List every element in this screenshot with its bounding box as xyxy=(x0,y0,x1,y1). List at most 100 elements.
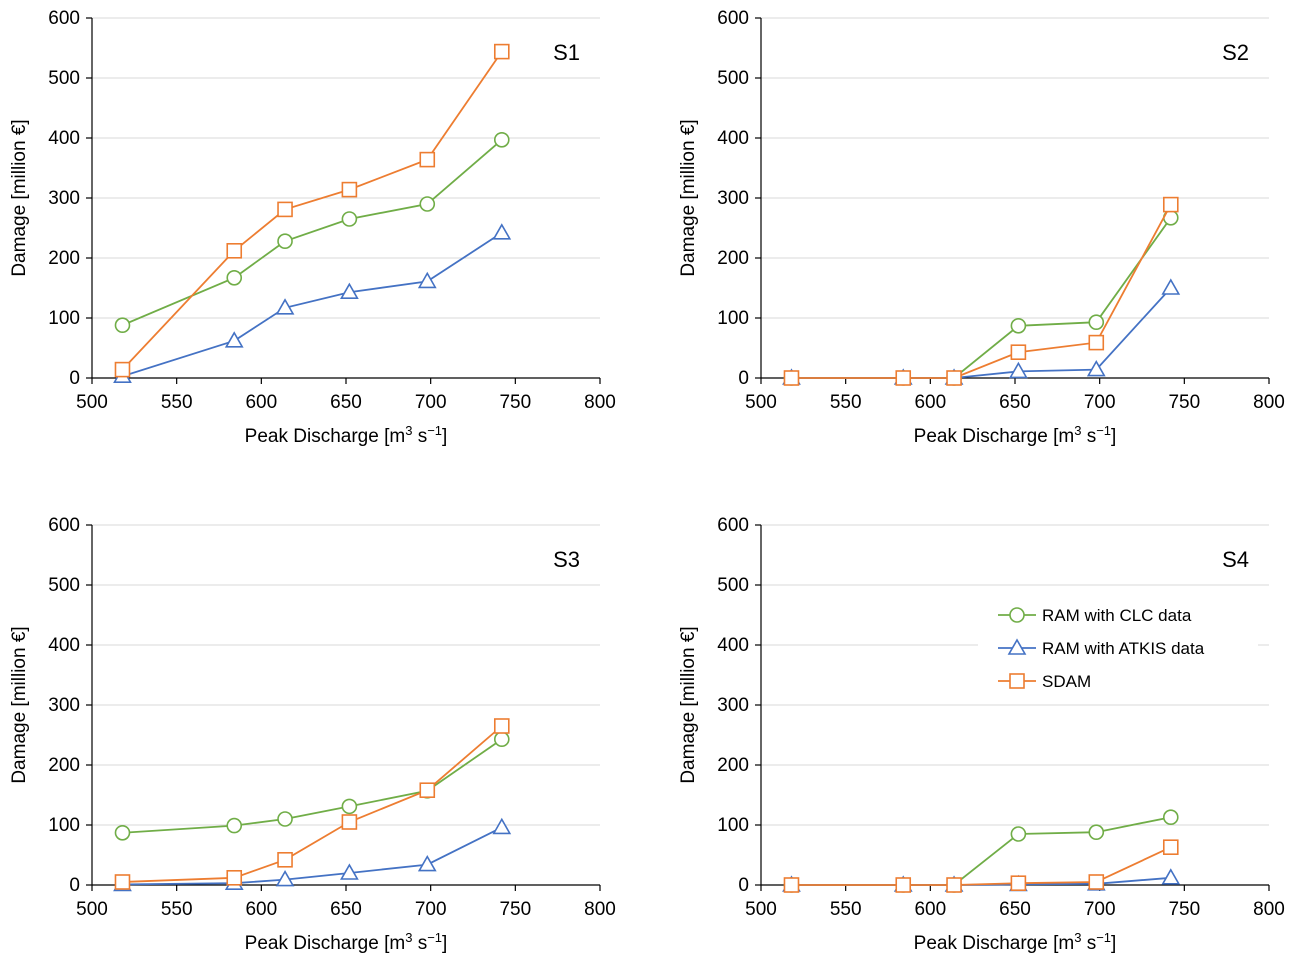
y-axis-label: Damage [million €] xyxy=(678,626,699,783)
x-tick-label: 600 xyxy=(245,899,277,920)
data-point-sdam xyxy=(946,370,962,386)
panels: 0 100 200 300 400 500 600 500 550 600 650 700 750 800… xyxy=(9,8,1285,954)
x-tick-label: 500 xyxy=(745,899,777,920)
panel-label: S4 xyxy=(1222,547,1249,572)
data-point-clc xyxy=(277,811,293,827)
y-tick-label: 0 xyxy=(738,368,749,389)
x-tick-label: 550 xyxy=(830,392,862,413)
x-axis-label: Peak Discharge [m3 s−1] xyxy=(914,423,1117,447)
x-tick-label: 600 xyxy=(245,392,277,413)
y-tick-label: 0 xyxy=(69,875,80,896)
data-point-sdam xyxy=(1010,875,1027,892)
y-tick-label: 400 xyxy=(48,128,80,149)
data-point-clc xyxy=(419,196,436,212)
data-point-sdam xyxy=(1162,839,1179,856)
data-point-sdam xyxy=(1010,344,1027,361)
x-tick-label: 600 xyxy=(914,392,946,413)
x-tick-label: 650 xyxy=(999,392,1031,413)
data-point-sdam xyxy=(1088,334,1105,351)
x-tick-label: 500 xyxy=(76,392,108,413)
data-point-sdam xyxy=(895,877,912,893)
x-tick-label: 800 xyxy=(1253,899,1285,920)
data-point-sdam xyxy=(493,718,510,734)
x-tick-label: 550 xyxy=(161,899,193,920)
y-tick-label: 0 xyxy=(69,368,80,389)
x-tick-label: 550 xyxy=(161,392,193,413)
x-tick-label: 650 xyxy=(330,899,362,920)
data-point-sdam xyxy=(783,877,800,893)
data-point-sdam xyxy=(341,814,358,830)
y-tick-label: 100 xyxy=(717,815,749,836)
data-point-clc xyxy=(1010,317,1027,334)
data-point-atkis xyxy=(275,298,295,315)
data-point-clc xyxy=(226,817,243,834)
legend-entry-sdam: SDAM xyxy=(998,672,1091,691)
y-axis-label: Damage [million €] xyxy=(9,119,30,276)
y-tick-label: 300 xyxy=(48,188,80,209)
legend-marker xyxy=(1009,607,1025,623)
data-point-sdam xyxy=(277,851,293,868)
data-point-clc xyxy=(1088,314,1105,331)
data-point-atkis xyxy=(492,817,512,835)
y-tick-label: 400 xyxy=(48,635,80,656)
series-line-clc xyxy=(122,738,503,834)
x-axis-label: Peak Discharge [m3 s−1] xyxy=(245,423,448,447)
y-tick-label: 600 xyxy=(48,515,80,536)
data-point-atkis xyxy=(1161,868,1181,885)
data-point-atkis xyxy=(417,854,437,872)
series-line-clc xyxy=(122,139,503,327)
panel-label: S2 xyxy=(1222,40,1249,65)
data-point-clc xyxy=(114,824,131,841)
legend-label: RAM with CLC data xyxy=(1042,606,1192,625)
data-point-clc xyxy=(1162,809,1179,826)
y-tick-label: 400 xyxy=(717,635,749,656)
y-tick-label: 600 xyxy=(717,515,749,536)
series-line-atkis xyxy=(122,232,503,378)
y-axis-label: Damage [million €] xyxy=(9,626,30,783)
series-line-sdam xyxy=(791,204,1172,379)
series-sdam xyxy=(783,839,1179,893)
x-tick-label: 750 xyxy=(1168,899,1200,920)
y-tick-label: 500 xyxy=(717,68,749,89)
data-point-clc xyxy=(493,731,510,748)
data-point-sdam xyxy=(114,361,131,378)
data-point-sdam xyxy=(341,181,358,198)
y-tick-label: 100 xyxy=(717,308,749,329)
data-point-atkis xyxy=(340,282,359,300)
data-point-sdam xyxy=(783,370,800,386)
series-line-sdam xyxy=(791,846,1172,886)
x-tick-label: 750 xyxy=(1168,392,1200,413)
x-tick-label: 550 xyxy=(830,899,862,920)
y-tick-label: 500 xyxy=(48,68,80,89)
data-point-sdam xyxy=(419,151,436,168)
data-point-sdam xyxy=(226,869,243,886)
series-sdam xyxy=(114,43,510,378)
data-point-atkis xyxy=(275,869,295,887)
y-tick-label: 600 xyxy=(717,8,749,29)
series-line-atkis xyxy=(122,826,503,886)
x-tick-label: 600 xyxy=(914,899,946,920)
x-tick-label: 800 xyxy=(1253,392,1285,413)
data-point-sdam xyxy=(114,874,131,890)
panel-s3: 0 100 200 300 400 500 600 500 550 600 650 700 750 800… xyxy=(9,515,616,954)
x-axis-label: Peak Discharge [m3 s−1] xyxy=(245,930,448,954)
series-line-sdam xyxy=(121,51,503,371)
series-clc xyxy=(114,132,510,334)
y-tick-label: 400 xyxy=(717,128,749,149)
data-point-clc xyxy=(277,233,293,249)
data-point-sdam xyxy=(277,201,293,218)
data-point-clc xyxy=(1088,824,1105,841)
data-point-clc xyxy=(493,132,510,148)
series-sdam xyxy=(114,718,510,890)
y-tick-label: 300 xyxy=(717,188,749,209)
legend-entry-clc: RAM with CLC data xyxy=(998,606,1192,625)
data-point-clc xyxy=(341,798,358,815)
data-point-sdam xyxy=(419,782,436,799)
data-point-clc xyxy=(341,211,358,227)
panel-label: S3 xyxy=(553,547,580,572)
data-point-sdam xyxy=(226,243,243,259)
data-point-clc xyxy=(226,269,243,286)
y-tick-label: 100 xyxy=(48,308,80,329)
data-point-atkis xyxy=(1086,359,1106,377)
panel-s4: 0 100 200 300 400 500 600 500 550 600 650 700 750 800… xyxy=(678,515,1285,954)
